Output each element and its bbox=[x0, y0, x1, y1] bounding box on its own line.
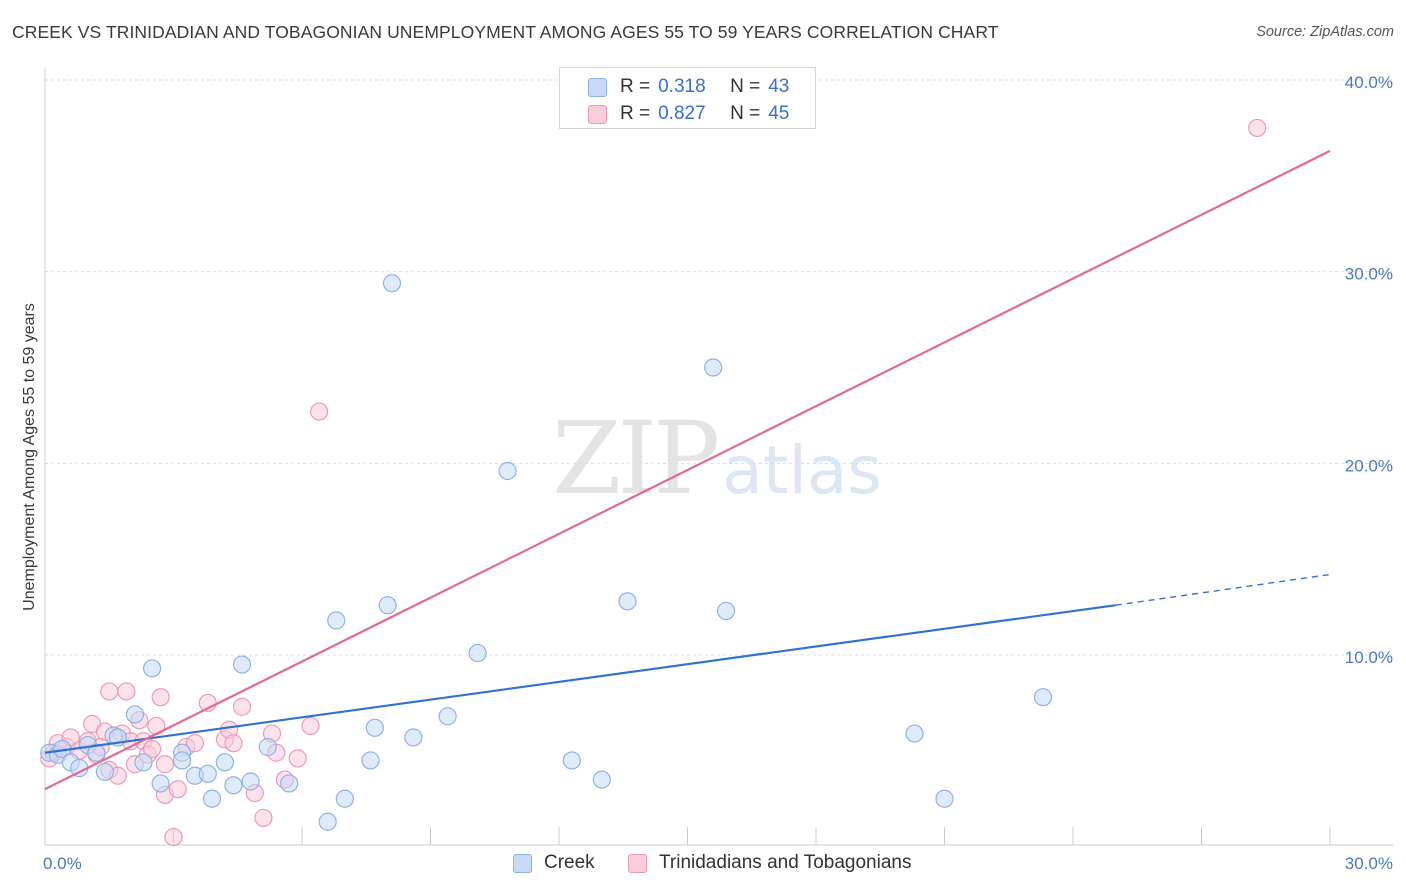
x-tick-labels: 0.0% 30.0% bbox=[43, 854, 1393, 873]
creek-point bbox=[241, 772, 260, 791]
trini-points bbox=[40, 118, 1267, 847]
x-tick-label: 30.0% bbox=[1345, 854, 1393, 873]
trini-point bbox=[232, 697, 252, 716]
legend-r-label: R = bbox=[620, 103, 651, 124]
creek-point bbox=[215, 753, 234, 772]
creek-point bbox=[378, 596, 397, 615]
x-ticks bbox=[44, 827, 1331, 845]
legend-r-value: 0.827 bbox=[658, 103, 706, 124]
x-tick-label: 0.0% bbox=[43, 854, 82, 873]
creek-point bbox=[404, 728, 423, 747]
creek-point bbox=[1033, 688, 1053, 707]
legend-n-label: N = bbox=[730, 103, 761, 124]
creek-point bbox=[335, 789, 354, 808]
trini-legend-icon bbox=[628, 853, 647, 873]
creek-point bbox=[134, 753, 153, 772]
creek-point bbox=[716, 601, 736, 621]
creek-point bbox=[438, 707, 457, 726]
zipatlas-watermark: ZIPatlas bbox=[552, 400, 882, 517]
trini-point bbox=[164, 827, 183, 847]
creek-point bbox=[142, 659, 162, 678]
creek-point bbox=[172, 751, 192, 770]
legend-creek-label: Creek bbox=[544, 852, 595, 873]
legend-item-creek[interactable]: Creek bbox=[513, 852, 595, 874]
trini-point bbox=[168, 780, 187, 799]
creek-point bbox=[125, 705, 145, 724]
trini-point bbox=[100, 682, 119, 701]
creek-point bbox=[318, 812, 337, 831]
creek-point bbox=[361, 751, 380, 770]
trini-point bbox=[142, 739, 162, 759]
creek-point bbox=[198, 764, 217, 783]
y-tick-label: 10.0% bbox=[1345, 648, 1393, 667]
creek-point bbox=[618, 592, 637, 611]
chart-title: CREEK VS TRINIDADIAN AND TOBAGONIAN UNEM… bbox=[12, 22, 999, 42]
trini-point bbox=[310, 402, 329, 421]
legend-n-label: N = bbox=[730, 76, 761, 97]
creek-point bbox=[95, 762, 115, 782]
trini-point bbox=[155, 755, 175, 774]
creek-point bbox=[382, 274, 402, 293]
creek-trend-extension bbox=[1115, 573, 1331, 606]
creek-point bbox=[592, 770, 611, 789]
legend-item-trini[interactable]: Trinidadians and Tobagonians bbox=[628, 852, 911, 874]
trini-trend-line bbox=[44, 149, 1331, 791]
creek-point bbox=[151, 774, 170, 793]
trini-point bbox=[301, 716, 320, 736]
creek-point bbox=[327, 611, 346, 630]
y-axis-label: Unemployment Among Ages 55 to 59 years bbox=[21, 303, 38, 611]
creek-swatch-icon bbox=[588, 77, 607, 97]
legend-n-value: 45 bbox=[768, 103, 790, 124]
creek-point bbox=[280, 774, 299, 793]
trend-lines bbox=[44, 149, 1331, 791]
trini-swatch-icon bbox=[588, 104, 607, 124]
creek-point bbox=[202, 789, 222, 808]
trini-point bbox=[185, 734, 205, 753]
trini-point bbox=[288, 749, 307, 768]
legend-n-value: 43 bbox=[768, 76, 790, 97]
creek-point bbox=[905, 724, 924, 743]
watermark-zip: ZIP bbox=[552, 400, 720, 517]
creek-point bbox=[935, 789, 954, 808]
creek-point bbox=[258, 737, 277, 757]
y-tick-label: 30.0% bbox=[1345, 265, 1393, 284]
y-tick-label: 20.0% bbox=[1345, 456, 1393, 475]
creek-point bbox=[224, 776, 243, 795]
creek-point bbox=[87, 743, 106, 762]
creek-point bbox=[468, 643, 487, 663]
watermark-atlas: atlas bbox=[722, 432, 882, 509]
trini-point bbox=[117, 682, 136, 701]
source-label: Source: ZipAtlas.com bbox=[1256, 24, 1394, 40]
stats-legend: R = 0.318 N = 43 R = 0.827 N = 45 bbox=[559, 67, 816, 129]
y-tick-label: 40.0% bbox=[1345, 73, 1393, 92]
creek-point bbox=[232, 655, 252, 674]
legend-r-label: R = bbox=[620, 76, 651, 97]
legend-row-trini: R = 0.827 N = 45 bbox=[588, 102, 789, 126]
y-tick-labels: 10.0% 20.0% 30.0% 40.0% bbox=[1345, 73, 1393, 667]
creek-trend-line bbox=[44, 604, 1116, 754]
trini-point bbox=[224, 734, 243, 753]
legend-trini-label: Trinidadians and Tobagonians bbox=[659, 852, 912, 873]
trini-point bbox=[1248, 118, 1267, 138]
creek-point bbox=[498, 461, 517, 481]
creek-legend-icon bbox=[513, 853, 532, 873]
creek-point bbox=[704, 358, 723, 377]
trini-point bbox=[151, 688, 170, 707]
creek-point bbox=[562, 751, 581, 770]
creek-point bbox=[365, 718, 384, 737]
series-legend: Creek Trinidadians and Tobagonians bbox=[0, 852, 1406, 876]
legend-row-creek: R = 0.318 N = 43 bbox=[588, 75, 789, 99]
axes bbox=[44, 68, 1393, 846]
legend-r-value: 0.318 bbox=[658, 76, 706, 97]
trini-point bbox=[254, 808, 273, 828]
